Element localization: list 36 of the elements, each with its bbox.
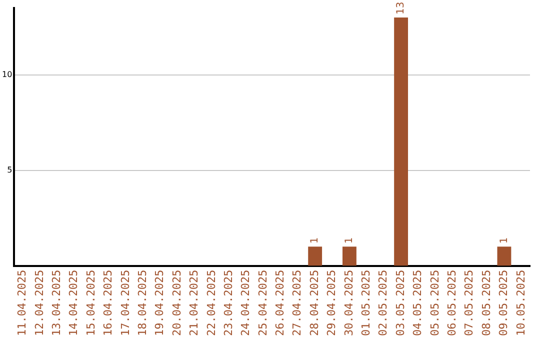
x-tick-label: 26.04.2025	[274, 270, 287, 336]
data-label: 1	[344, 237, 356, 244]
x-tick-label: 08.05.2025	[480, 270, 493, 336]
x-tick-label: 28.04.2025	[308, 270, 321, 336]
y-tick-label: 10	[2, 70, 12, 79]
x-tick-label: 09.05.2025	[497, 270, 510, 336]
x-tick-label: 16.04.2025	[102, 270, 115, 336]
x-tick-label: 05.05.2025	[428, 270, 442, 336]
x-tick-label: 03.05.2025	[394, 270, 407, 336]
x-tick-label: 15.04.2025	[84, 270, 98, 336]
x-tick-label: 20.04.2025	[170, 270, 184, 336]
x-tick-label: 21.04.2025	[188, 270, 201, 336]
x-tick-label: 27.04.2025	[290, 270, 304, 336]
x-tick-label: 25.04.2025	[256, 270, 270, 336]
data-label: 13	[396, 2, 407, 15]
x-tick-label: 14.04.2025	[67, 270, 80, 336]
x-tick-label: 17.04.2025	[118, 270, 132, 336]
x-tick-label: 18.04.2025	[136, 270, 149, 336]
x-tick-label: 07.05.2025	[462, 270, 476, 336]
x-tick-label: 06.05.2025	[445, 270, 458, 336]
x-tick-label: 10.05.2025	[514, 270, 528, 336]
x-tick-label: 23.04.2025	[222, 270, 235, 336]
x-tick-label: 04.05.2025	[411, 270, 424, 336]
x-tick-label: 30.04.2025	[342, 270, 356, 336]
data-label: 1	[310, 237, 321, 244]
x-tick-label: 19.04.2025	[153, 270, 166, 336]
x-tick-label: 22.04.2025	[204, 270, 218, 336]
data-label: 1	[498, 237, 510, 244]
y-tick-label: 5	[7, 165, 12, 174]
x-tick-label: 29.04.2025	[325, 270, 338, 336]
x-tick-label: 12.04.2025	[32, 270, 46, 336]
x-tick-label: 01.05.2025	[360, 270, 373, 336]
x-tick-label: 11.04.2025	[16, 270, 29, 336]
x-tick-label: 24.04.2025	[239, 270, 252, 336]
x-tick-label: 13.04.2025	[50, 270, 64, 336]
x-tick-label: 02.05.2025	[376, 270, 390, 336]
